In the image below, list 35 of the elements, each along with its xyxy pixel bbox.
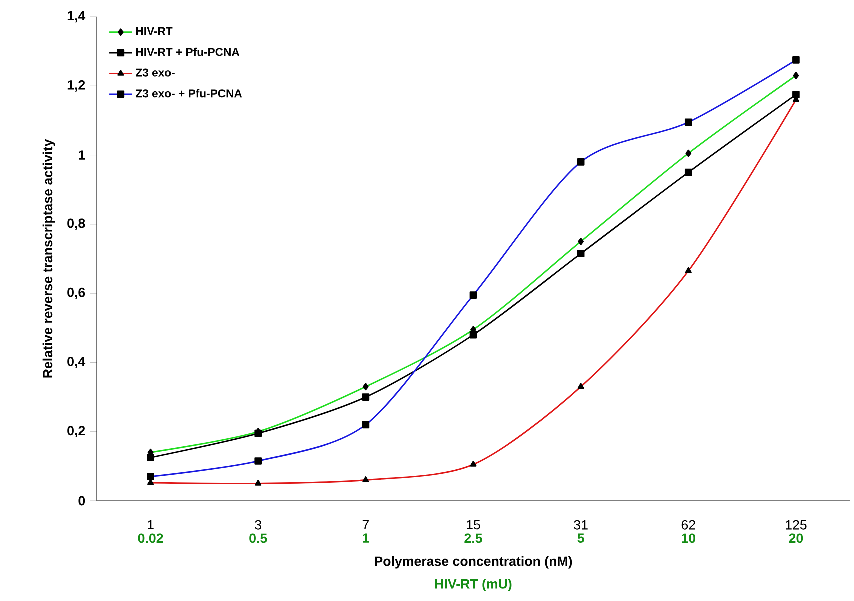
text: 5 (578, 534, 584, 544)
x-tick-label: 15 (467, 520, 480, 530)
y-tick-label: 1,4 (68, 11, 86, 23)
point (362, 394, 370, 401)
y-tick-label: 1 (79, 150, 86, 160)
x-tick-label: 31 (574, 520, 588, 530)
point (792, 91, 800, 98)
y-tick-label: 0,2 (68, 426, 86, 438)
text: HIV-RT (mU) (436, 579, 512, 592)
y-tick-label: 1,2 (68, 80, 86, 92)
x-tick-label: 1 (148, 520, 154, 530)
point (577, 250, 585, 258)
point (470, 331, 478, 339)
x-tick-label: 3 (255, 520, 262, 530)
x-axis-title: Polymerase concentration (nM) (375, 556, 572, 569)
legend-label: Z3 exo- (136, 68, 175, 77)
y-tick-label: 0,8 (68, 218, 86, 230)
legend-label: HIV-RT + Pfu-PCNA (136, 48, 240, 56)
point (684, 168, 692, 176)
x-tick-label: 62 (682, 520, 696, 530)
point (147, 454, 154, 462)
text: 1 (363, 534, 370, 543)
x-tick-label: 125 (786, 520, 807, 530)
text: 0.02 (138, 534, 164, 544)
x-tick-label: 7 (362, 520, 369, 530)
text: 10 (682, 534, 696, 544)
text: 2.5 (464, 534, 482, 544)
y-tick-label: 0 (78, 496, 86, 506)
text: 20 (789, 534, 804, 544)
y-tick-label: 0,6 (68, 288, 86, 300)
y-tick-label: 0,4 (68, 357, 86, 368)
text: 0.5 (250, 534, 268, 544)
legend-label: HIV-RT (136, 27, 173, 36)
y-axis-title: Relative reverse transcriptase activity (42, 139, 56, 378)
legend-label: Z3 exo- + Pfu-PCNA (136, 89, 242, 98)
